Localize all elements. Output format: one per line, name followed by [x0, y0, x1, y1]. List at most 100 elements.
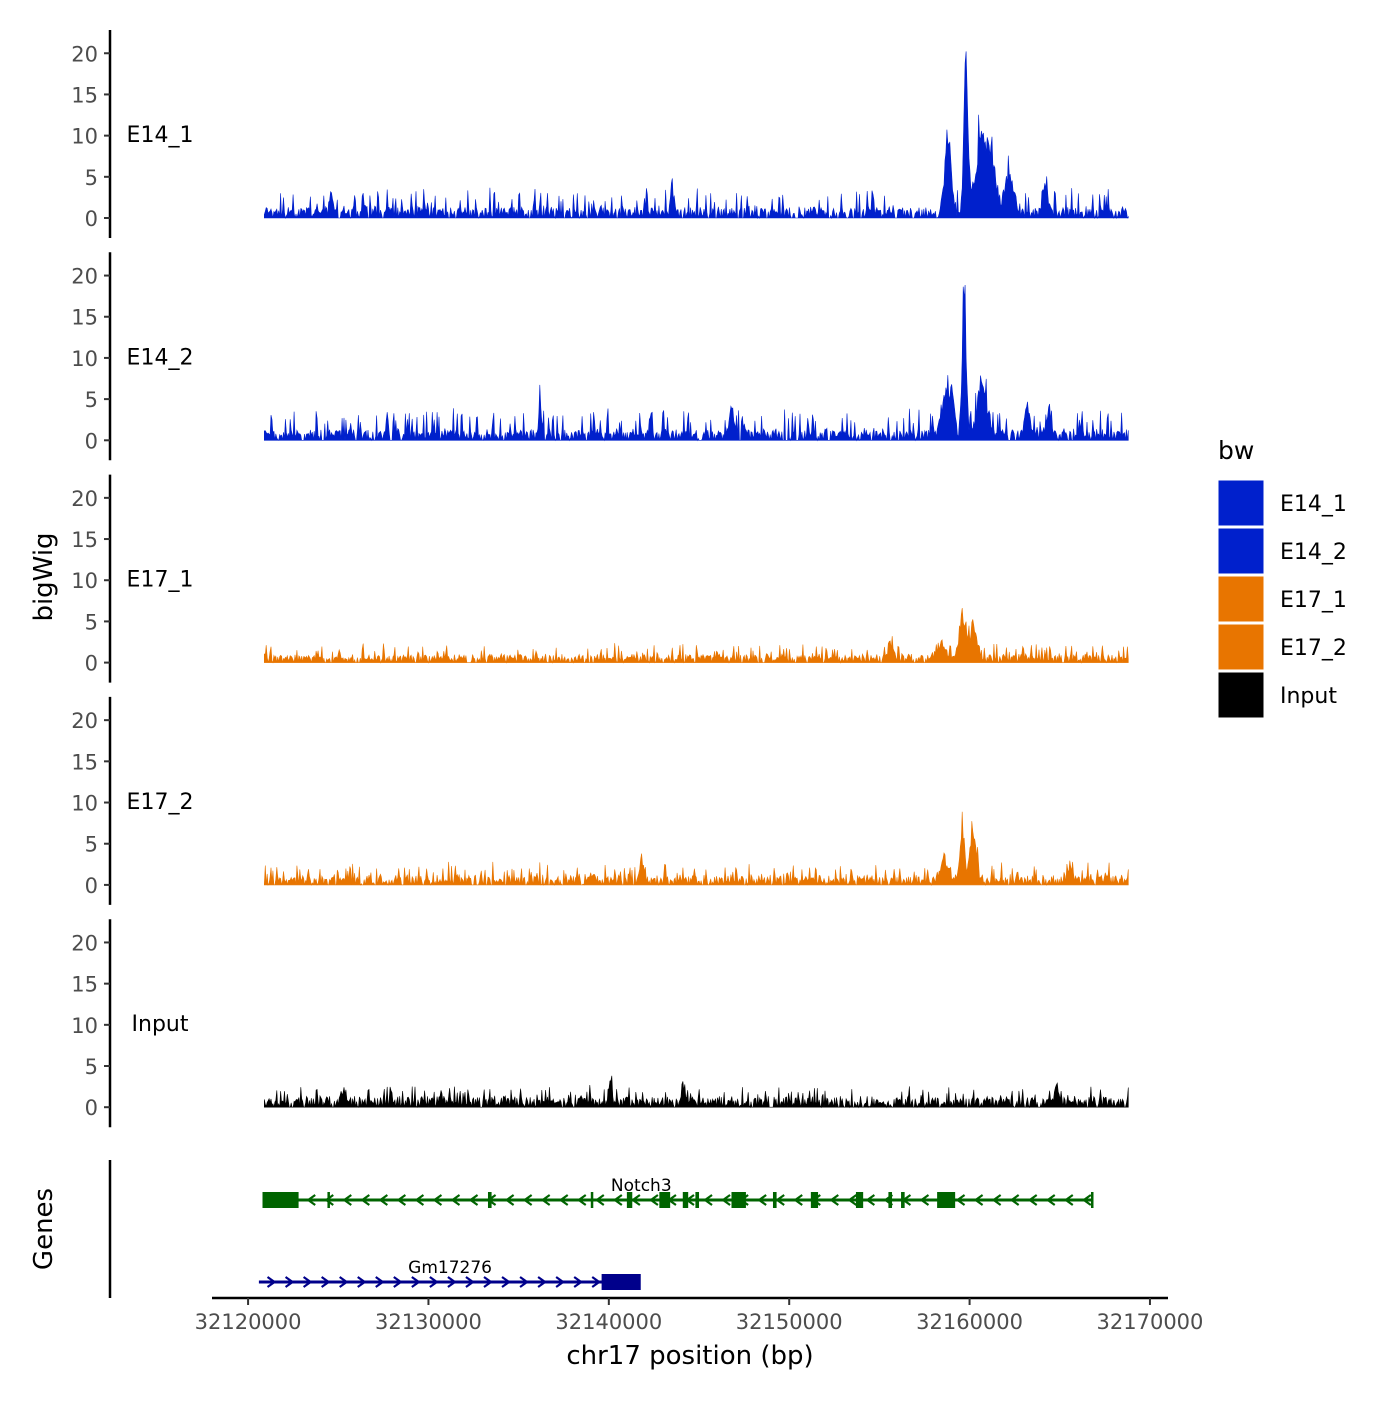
track-panel-e17_2: 0 5 10 15 20 E17_2 [71, 696, 1129, 905]
y-tick-label: 10 [71, 792, 98, 816]
strand-chevron [483, 1276, 493, 1288]
strand-chevron [429, 1276, 439, 1288]
legend-swatch-input [1217, 671, 1265, 719]
exon [855, 1192, 864, 1208]
strand-chevron [1027, 1194, 1038, 1206]
legend-label: E14_2 [1280, 540, 1347, 565]
x-tick-label: 32140000 [555, 1310, 662, 1334]
strand-chevron [339, 1276, 349, 1288]
strand-chevron [414, 1194, 425, 1206]
y-tick-label: 20 [71, 265, 98, 289]
signal-area-e14_2 [264, 284, 1129, 442]
track-panel-e14_1: 0 5 10 15 20 E14_1 [71, 30, 1129, 238]
y-tick-label: 5 [85, 833, 98, 857]
strand-chevron [360, 1194, 370, 1206]
strand-chevron [649, 1194, 659, 1206]
track-panel-e17_1: 0 5 10 15 20 E17_1 [71, 474, 1129, 683]
x-tick-label: 32170000 [1097, 1310, 1204, 1334]
strand-chevron [1081, 1194, 1092, 1206]
exon [626, 1192, 633, 1208]
strand-chevron [865, 1194, 876, 1206]
y-tick-label: 10 [71, 1014, 98, 1038]
exon [888, 1192, 893, 1208]
y-tick-label: 15 [71, 528, 98, 552]
y-tick-label: 5 [85, 1055, 98, 1079]
strand-chevron [393, 1276, 403, 1288]
track-label: Input [132, 1012, 189, 1037]
strand-chevron [591, 1276, 602, 1288]
y-tick-label: 0 [85, 207, 98, 231]
strand-chevron [432, 1194, 443, 1206]
legend-label: E17_1 [1280, 588, 1347, 613]
y-tick-label: 20 [71, 42, 98, 66]
strand-chevron [266, 1276, 277, 1288]
track-label: E17_1 [127, 568, 194, 593]
strand-chevron [1063, 1194, 1074, 1206]
y-tick-label: 0 [85, 652, 98, 676]
strand-chevron [775, 1194, 785, 1206]
exon [327, 1192, 330, 1208]
strand-chevron [630, 1194, 641, 1206]
x-axis-title: chr17 position (bp) [566, 1341, 813, 1371]
strand-chevron [576, 1194, 587, 1206]
gene-name-label: Notch3 [611, 1176, 672, 1196]
legend-label: Input [1280, 684, 1337, 709]
strand-chevron [320, 1276, 331, 1288]
strand-chevron [540, 1194, 551, 1206]
x-axis: 32120000 32130000 32140000 32150000 32160000… [195, 1296, 1204, 1334]
genes-panel-title: Genes [29, 1188, 59, 1270]
exon [487, 1192, 492, 1208]
strand-chevron [411, 1276, 421, 1288]
y-tick-label: 20 [71, 487, 98, 511]
strand-chevron [558, 1194, 569, 1206]
y-tick-label: 5 [85, 388, 98, 412]
legend-title: bw [1218, 436, 1254, 465]
y-tick-label: 10 [71, 569, 98, 593]
legend: bw E14_1 E14_2 E17_1 E17_2 Input [1217, 436, 1347, 719]
y-tick-label: 15 [71, 973, 98, 997]
y-tick-label: 0 [85, 429, 98, 453]
strand-chevron [504, 1194, 515, 1206]
x-tick-label: 32130000 [375, 1310, 482, 1334]
exon [262, 1192, 299, 1208]
track-label: E14_1 [127, 123, 194, 148]
exon [937, 1192, 956, 1208]
signal-area-input [264, 1075, 1129, 1109]
strand-chevron [468, 1194, 479, 1206]
track-label: E14_2 [127, 345, 194, 370]
y-tick-label: 10 [71, 347, 98, 371]
strand-chevron [919, 1194, 930, 1206]
exon [682, 1192, 689, 1208]
y-axis-title: bigWig [29, 532, 59, 621]
strand-chevron [537, 1276, 547, 1288]
signal-area-e17_1 [264, 607, 1129, 664]
strand-chevron [342, 1194, 352, 1206]
x-tick-label: 32160000 [916, 1310, 1023, 1334]
exon [590, 1192, 594, 1208]
strand-chevron [1009, 1194, 1020, 1206]
strand-chevron [519, 1276, 529, 1288]
legend-label: E17_2 [1280, 636, 1347, 661]
y-tick-label: 20 [71, 931, 98, 955]
strand-chevron [302, 1276, 313, 1288]
legend-swatch-e14_2 [1217, 527, 1265, 575]
x-tick-label: 32120000 [195, 1310, 302, 1334]
strand-chevron [324, 1194, 334, 1206]
strand-chevron [357, 1276, 367, 1288]
gene-gm17276: Gm17276 [258, 1258, 641, 1290]
strand-chevron [829, 1194, 839, 1206]
y-tick-label: 0 [85, 1096, 98, 1120]
y-tick-label: 20 [71, 709, 98, 733]
strand-chevron [378, 1194, 388, 1206]
track-panels: 05101520E14_105101520E14_205101520E17_10… [71, 30, 1129, 1128]
strand-chevron [573, 1276, 584, 1288]
y-tick-label: 15 [71, 750, 98, 774]
strand-chevron [847, 1194, 857, 1206]
exon [731, 1192, 746, 1208]
exon [695, 1192, 700, 1208]
strand-chevron [375, 1276, 385, 1288]
track-label: E17_2 [127, 790, 194, 815]
y-tick-label: 5 [85, 610, 98, 634]
